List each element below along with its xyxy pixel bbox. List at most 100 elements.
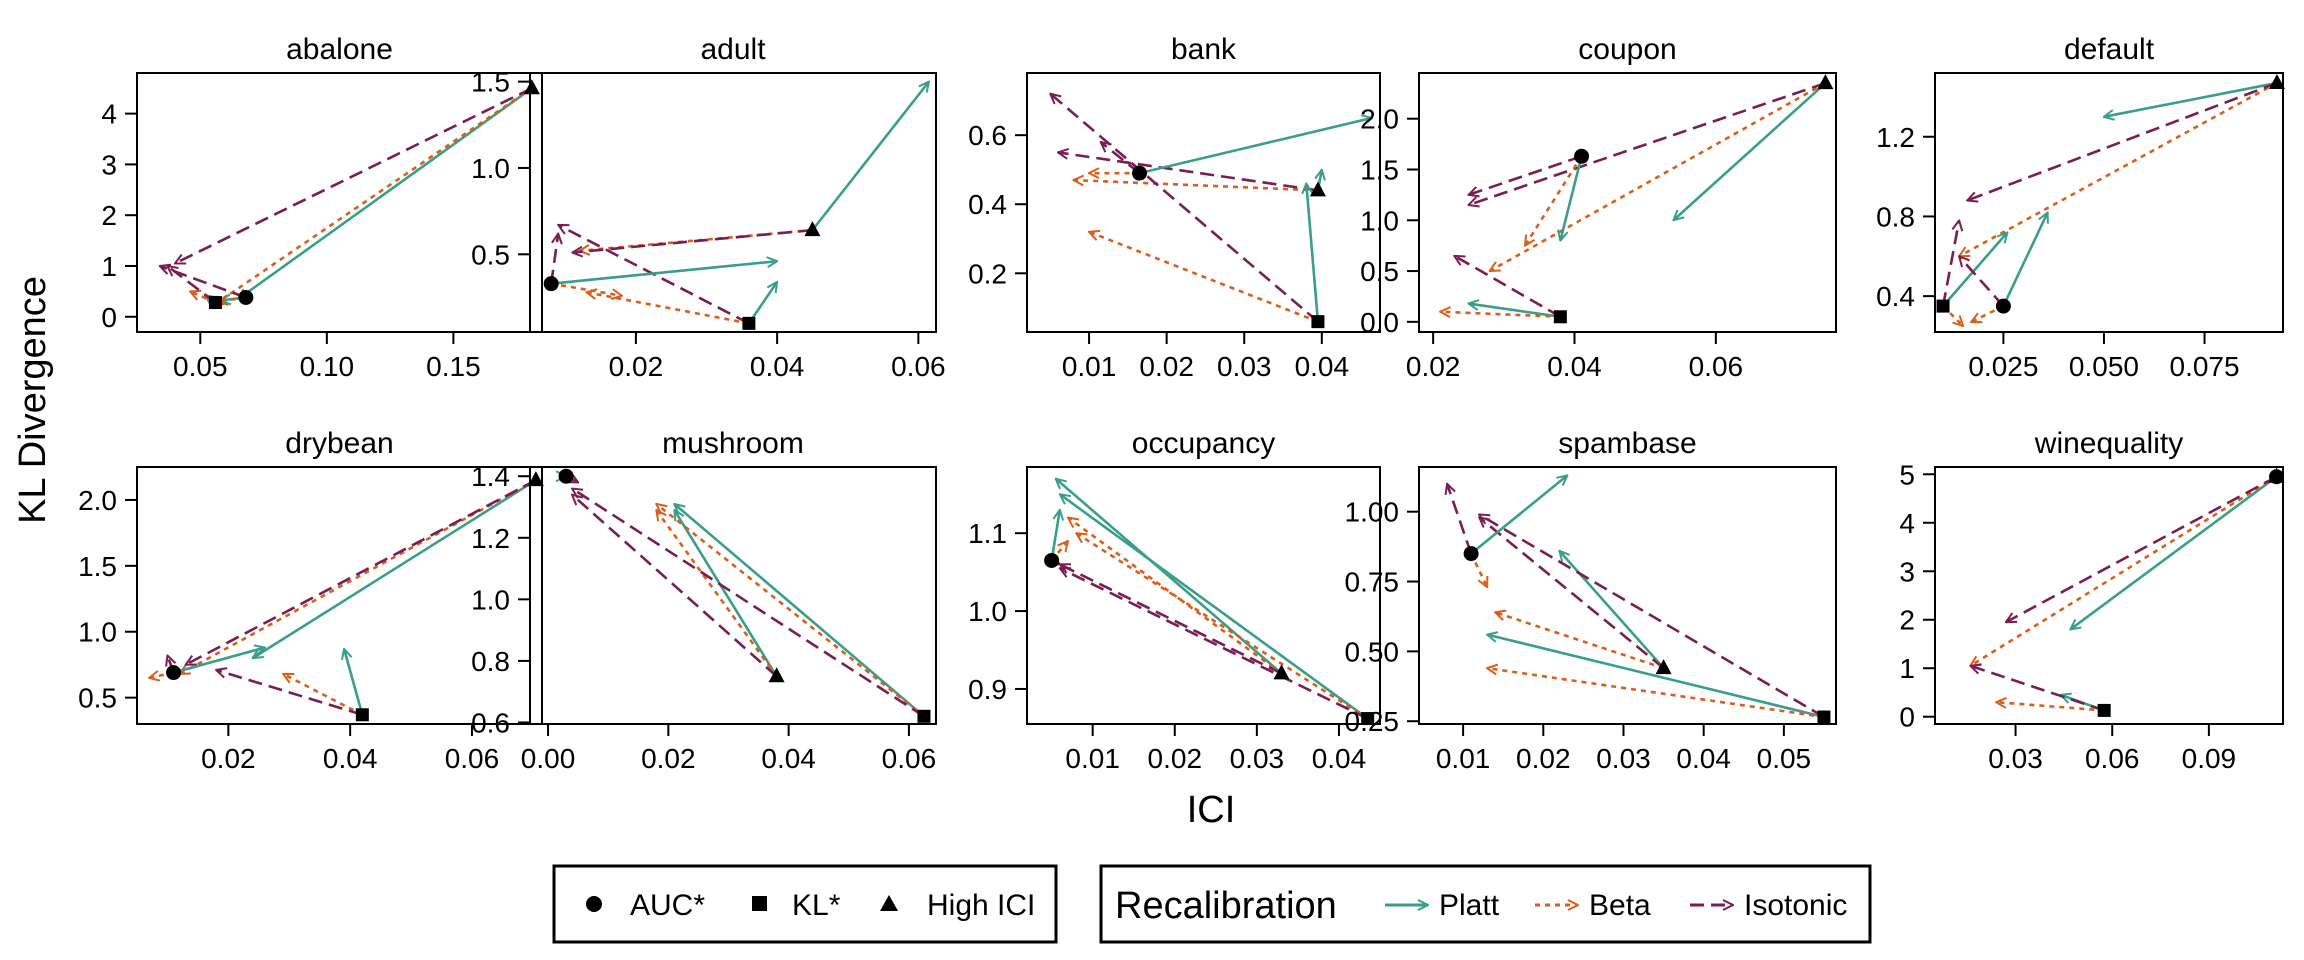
isotonic-arrow — [2006, 475, 2278, 624]
platt-arrow — [1942, 232, 2007, 307]
y-tick-label: 0.4 — [1876, 281, 1915, 312]
panel-title: drybean — [285, 427, 393, 460]
x-tick-label: 0.050 — [2069, 351, 2139, 382]
high-ici-marker — [804, 221, 821, 237]
x-tick-label: 0.05 — [1757, 743, 1812, 774]
kl-marker — [355, 708, 369, 722]
high-ici-marker — [1817, 74, 1834, 90]
x-tick-label: 0.10 — [300, 351, 355, 382]
y-tick-label: 2.0 — [78, 485, 117, 516]
legend-platt-label: Platt — [1439, 889, 1500, 922]
y-tick-label: 0.6 — [968, 120, 1007, 151]
isotonic-arrow — [186, 479, 537, 666]
x-axis-label: ICI — [1187, 789, 1236, 831]
panel-title: spambase — [1558, 427, 1696, 460]
kl-marker — [1553, 310, 1567, 324]
legend-auc-label: AUC* — [630, 889, 705, 922]
x-tick-label: 0.02 — [641, 743, 696, 774]
y-tick-label: 1.0 — [1360, 205, 1399, 236]
beta-arrow — [213, 87, 533, 305]
x-tick-label: 0.02 — [1139, 351, 1194, 382]
panel-default: default 0.025 0.050 0.075 0.4 0.8 1.2 — [1876, 33, 2285, 382]
x-tick-label: 0.04 — [750, 351, 805, 382]
y-tick-label: 0.2 — [968, 258, 1007, 289]
x-tick-label: 0.03 — [1988, 743, 2043, 774]
high-ici-marker — [1273, 664, 1290, 680]
kl-marker — [1936, 299, 1950, 313]
platt-arrow — [674, 504, 925, 718]
y-tick-label: 0.9 — [968, 674, 1007, 705]
isotonic-arrow — [1058, 152, 1319, 192]
platt-arrow — [2104, 81, 2278, 117]
isotonic-arrow — [1959, 256, 2005, 307]
y-tick-label: 3 — [101, 149, 117, 180]
kl-marker — [1361, 712, 1375, 726]
kl-marker — [2097, 703, 2111, 717]
y-tick-label: 0 — [1899, 702, 1915, 733]
beta-arrow — [1525, 155, 1583, 245]
y-tick-label: 3 — [1899, 556, 1915, 587]
panel-winequality: winequality 0.03 0.06 0.09 0 1 2 3 4 5 — [1899, 427, 2285, 774]
beta-arrow — [1996, 702, 2105, 712]
auc-marker — [558, 468, 574, 484]
isotonic-arrow — [1970, 666, 2105, 712]
platt-arrow — [1139, 118, 1372, 175]
high-ici-marker — [523, 79, 540, 95]
x-tick-label: 0.06 — [1689, 351, 1744, 382]
isotonic-arrow — [1101, 142, 1141, 175]
x-tick-label: 0.02 — [1516, 743, 1571, 774]
isotonic-arrow — [1454, 254, 1562, 318]
high-ici-marker — [1655, 659, 1672, 675]
isotonic-arrow — [160, 266, 247, 299]
y-axis-label: KL Divergence — [12, 276, 54, 524]
auc-marker — [1574, 148, 1590, 164]
auc-marker — [238, 289, 254, 305]
y-tick-label: 2.0 — [1360, 104, 1399, 135]
kl-marker — [917, 709, 931, 723]
high-ici-marker — [2268, 73, 2285, 89]
y-tick-label: 0.0 — [1360, 307, 1399, 338]
x-tick-label: 0.025 — [1968, 351, 2038, 382]
y-tick-label: 0.5 — [78, 683, 117, 714]
x-tick-label: 0.06 — [882, 743, 937, 774]
beta-arrow — [1487, 668, 1825, 719]
kl-marker — [742, 316, 756, 330]
y-tick-label: 0.4 — [968, 189, 1007, 220]
isotonic-arrow — [572, 495, 778, 678]
y-tick-label: 1.1 — [968, 518, 1007, 549]
legend-recalibration-title: Recalibration — [1115, 885, 1337, 927]
beta-arrow — [656, 510, 778, 678]
y-tick-label: 1.2 — [1876, 122, 1915, 153]
legend-high-ici-marker — [880, 895, 898, 911]
beta-arrow — [1068, 518, 1283, 675]
y-tick-label: 2 — [101, 200, 117, 231]
x-tick-label: 0.04 — [761, 743, 816, 774]
y-tick-label: 4 — [101, 99, 117, 130]
y-tick-label: 0.75 — [1345, 567, 1400, 598]
legend-kl-label: KL* — [792, 889, 841, 922]
panel-title: bank — [1171, 33, 1237, 66]
legend-kl-marker — [752, 896, 767, 911]
platt-arrow — [344, 649, 364, 716]
platt-arrow — [1060, 494, 1369, 720]
panel-bank: bank 0.01 0.02 0.03 0.04 0.2 0.4 0.6 — [968, 33, 1381, 382]
plot-frame — [136, 466, 543, 725]
auc-marker — [543, 276, 559, 292]
panel-title: default — [2064, 33, 2155, 66]
platt-arrow — [1050, 510, 1060, 561]
legend-auc-marker — [586, 896, 602, 912]
x-tick-label: 0.06 — [445, 743, 500, 774]
beta-arrow — [586, 292, 750, 325]
y-tick-label: 5 — [1899, 459, 1915, 490]
y-tick-label: 1.00 — [1345, 497, 1400, 528]
panel-mushroom: mushroom 0.00 0.02 0.04 0.06 0.6 0.8 1.0 1.2 1.4 — [471, 427, 937, 774]
panel-occupancy: occupancy 0.01 0.02 0.03 0.04 0.9 1.0 1.1 — [968, 427, 1381, 774]
plot-frame — [136, 72, 543, 333]
x-tick-label: 0.04 — [1312, 743, 1367, 774]
beta-arrow — [1074, 180, 1318, 192]
panel-adult: adult 0.02 0.04 0.06 0.5 1.0 1.5 — [471, 33, 946, 382]
panel-title: adult — [700, 33, 766, 66]
x-tick-label: 0.06 — [2085, 743, 2140, 774]
